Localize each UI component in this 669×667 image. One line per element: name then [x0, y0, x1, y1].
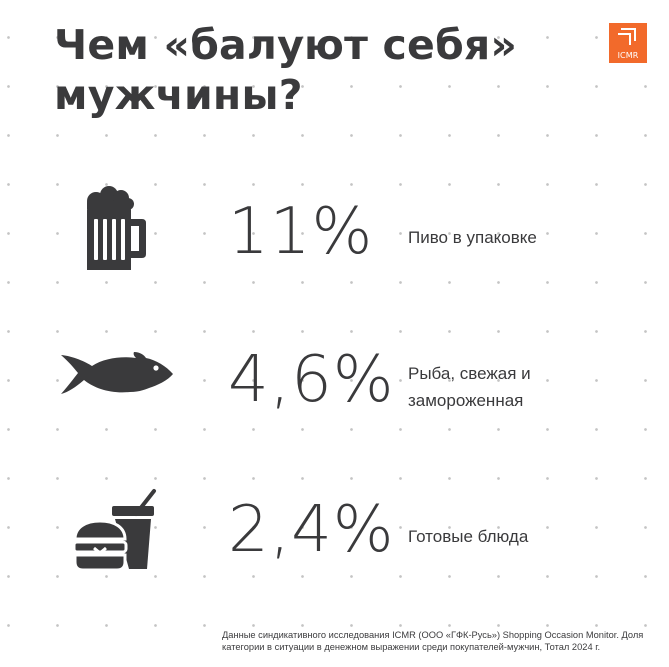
fish-share-value: 4,6% — [228, 343, 395, 417]
page-title: Чем «балуют себя» мужчины? — [54, 20, 574, 120]
logo-text: ICMR — [617, 51, 639, 60]
logo-mark-icon — [618, 28, 636, 45]
beer-label: Пиво в упаковке — [408, 228, 537, 247]
beer-share-value: 11% — [228, 195, 374, 269]
fish-icon — [61, 352, 173, 394]
stat-row-ready-meals: 2,4% Готовые блюда — [0, 482, 669, 592]
footnote-line-1: Данные синдикативного исследования ICMR … — [222, 630, 644, 640]
icmr-logo: ICMR — [609, 23, 647, 63]
fish-label: Рыба, свежая и замороженная — [408, 360, 638, 414]
stat-row-fish: 4,6% Рыба, свежая и замороженная — [0, 332, 669, 442]
title-line-1: Чем «балуют себя» — [54, 21, 518, 69]
ready-meals-label: Готовые блюда — [408, 527, 529, 546]
footnote-line-2: категории в ситуации в денежном выражени… — [222, 642, 601, 652]
beer-mug-icon — [87, 186, 146, 270]
burger-drink-icon — [72, 489, 156, 572]
ready-meals-share-value: 2,4% — [228, 493, 395, 567]
fish-label-line-1: Рыба, свежая и — [408, 364, 531, 383]
title-line-2: мужчины? — [54, 71, 303, 119]
fish-label-line-2: замороженная — [408, 391, 524, 410]
source-footnote: Данные синдикативного исследования ICMR … — [222, 629, 652, 653]
stat-row-beer: 11% Пиво в упаковке — [0, 182, 669, 292]
